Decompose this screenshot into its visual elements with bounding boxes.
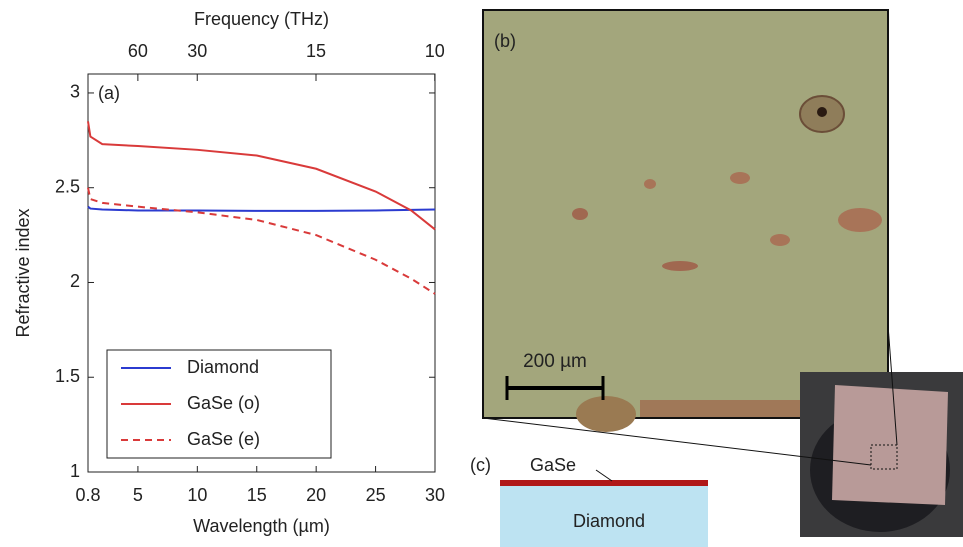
x2-axis-label: Frequency (THz): [194, 9, 329, 29]
legend-label: GaSe (o): [187, 393, 260, 413]
defect: [576, 396, 636, 432]
y-tick-label: 1: [70, 461, 80, 481]
schematic: (c) GaSe Diamond: [470, 455, 708, 547]
x-tick-label: 25: [366, 485, 386, 505]
spot: [644, 179, 656, 189]
scale-bar-label: 200 µm: [523, 351, 587, 372]
leader: [596, 470, 612, 481]
defect: [817, 107, 827, 117]
x-tick-label: 20: [306, 485, 326, 505]
spot: [572, 208, 588, 220]
x-tick-label: 5: [133, 485, 143, 505]
y-tick-label: 3: [70, 82, 80, 102]
x-tick-label: 15: [247, 485, 267, 505]
layer: [500, 480, 708, 486]
x2-tick-label: 10: [425, 41, 445, 61]
panel-label: (c): [470, 455, 491, 475]
data-line: [88, 188, 435, 294]
spot: [662, 261, 698, 271]
spot: [838, 208, 882, 232]
y-axis-label: Refractive index: [13, 208, 33, 337]
substrate-label: Diamond: [573, 511, 645, 531]
spot: [730, 172, 750, 184]
data-line: [88, 121, 435, 229]
legend-label: Diamond: [187, 357, 259, 377]
y-tick-label: 1.5: [55, 366, 80, 386]
x-tick-label: 0.8: [75, 485, 100, 505]
spot: [770, 234, 790, 246]
layer-label: GaSe: [530, 455, 576, 475]
panel-label: (b): [494, 31, 516, 51]
chart: 1 1.5 2 2.5 3 0.8 5 10 15 20 25 30 60 30 15 10 Wavelengt…: [13, 9, 445, 536]
x2-tick-label: 30: [187, 41, 207, 61]
panel-label: (a): [98, 83, 120, 103]
x2-tick-label: 15: [306, 41, 326, 61]
sample: [832, 385, 948, 505]
x-tick-label: 10: [187, 485, 207, 505]
y-tick-label: 2: [70, 271, 80, 291]
y-tick-label: 2.5: [55, 176, 80, 196]
legend-label: GaSe (e): [187, 429, 260, 449]
figure: 200 µm (b) (c) GaSe Diamond 1 1.5 2 2.5 3 0.8…: [0, 0, 963, 547]
x-tick-label: 30: [425, 485, 445, 505]
x-axis-label: Wavelength (µm): [193, 516, 330, 536]
x2-tick-label: 60: [128, 41, 148, 61]
